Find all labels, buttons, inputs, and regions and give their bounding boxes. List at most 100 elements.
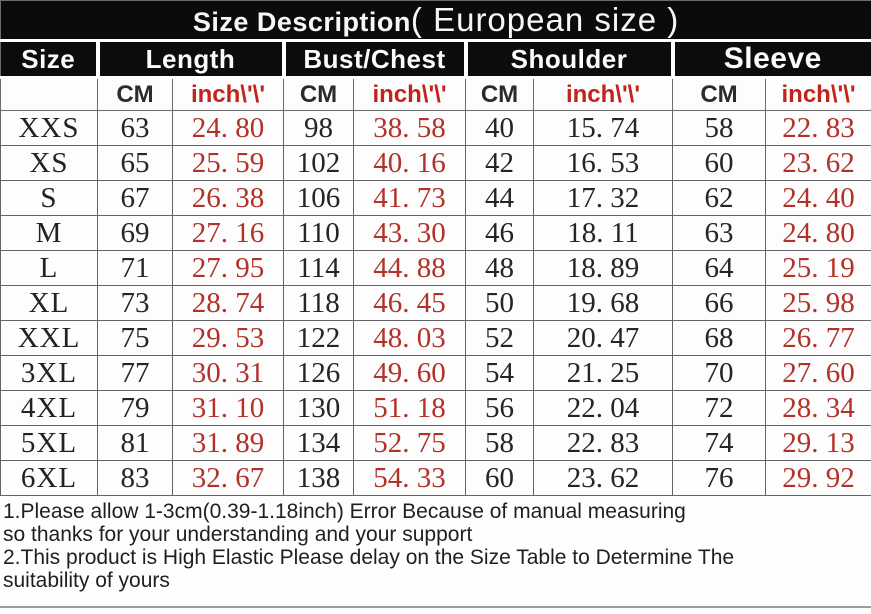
size-row-XS: XS 65 25. 59 102 40. 16 42 16. 53 60 23. 62 bbox=[0, 145, 871, 181]
cell-4XL-bust-in: 51. 18 bbox=[353, 390, 466, 426]
cell-L-bust-cm: 114 bbox=[283, 250, 354, 286]
column-group-header-row: Size Length Bust/Chest Shoulder Sleeve bbox=[0, 40, 871, 79]
cell-XS-bust-in: 40. 16 bbox=[353, 145, 466, 181]
cell-XL-shoulder-in: 19. 68 bbox=[533, 285, 673, 321]
cell-S-sleeve-in: 24. 40 bbox=[764, 180, 871, 216]
cell-4XL-length-in: 31. 10 bbox=[172, 390, 284, 426]
cell-XXL-size: XXL bbox=[0, 320, 98, 356]
cell-XL-bust-in: 46. 45 bbox=[353, 285, 466, 321]
cell-5XL-sleeve-cm: 74 bbox=[672, 425, 766, 461]
cell-S-length-cm: 67 bbox=[97, 180, 173, 216]
cell-M-bust-cm: 110 bbox=[283, 215, 354, 251]
unit-header-row: CM inch\'\' CM inch\'\' CM inch\'\' CM i… bbox=[0, 77, 871, 111]
cell-4XL-sleeve-cm: 72 bbox=[672, 390, 766, 426]
title-main-text: Size Description bbox=[192, 7, 411, 37]
cell-XXS-bust-cm: 98 bbox=[283, 110, 354, 146]
cell-3XL-sleeve-in: 27. 60 bbox=[764, 355, 871, 391]
cell-XXL-length-in: 29. 53 bbox=[172, 320, 284, 356]
cell-6XL-bust-cm: 138 bbox=[283, 460, 354, 496]
cell-XXS-sleeve-cm: 58 bbox=[672, 110, 766, 146]
size-row-S: S 67 26. 38 106 41. 73 44 17. 32 62 24. 40 bbox=[0, 180, 871, 216]
cell-3XL-length-cm: 77 bbox=[97, 355, 173, 391]
cell-XXL-bust-in: 48. 03 bbox=[353, 320, 466, 356]
cell-M-length-cm: 69 bbox=[97, 215, 173, 251]
cell-XS-length-cm: 65 bbox=[97, 145, 173, 181]
cell-XS-size: XS bbox=[0, 145, 98, 181]
col-header-shoulder: Shoulder bbox=[463, 40, 673, 79]
size-rows-body: XXS 63 24. 80 98 38. 58 40 15. 74 58 22. 83 XS 65 2… bbox=[0, 110, 871, 496]
cell-3XL-size: 3XL bbox=[0, 355, 98, 391]
title-row: Size Description( European size ) bbox=[0, 0, 871, 42]
size-row-XXL: XXL 75 29. 53 122 48. 03 52 20. 47 68 26. 77 bbox=[0, 320, 871, 356]
cell-L-bust-in: 44. 88 bbox=[353, 250, 466, 286]
cell-5XL-length-in: 31. 89 bbox=[172, 425, 284, 461]
col-header-length: Length bbox=[95, 40, 284, 79]
size-row-3XL: 3XL 77 30. 31 126 49. 60 54 21. 25 70 27. 60 bbox=[0, 355, 871, 391]
unit-length-inch: inch\'\' bbox=[172, 77, 284, 111]
unit-sleeve-cm: CM bbox=[672, 77, 766, 111]
size-row-L: L 71 27. 95 114 44. 88 48 18. 89 64 25. 19 bbox=[0, 250, 871, 286]
cell-6XL-sleeve-in: 29. 92 bbox=[764, 460, 871, 496]
cell-4XL-shoulder-in: 22. 04 bbox=[533, 390, 673, 426]
cell-6XL-sleeve-cm: 76 bbox=[672, 460, 766, 496]
cell-S-bust-in: 41. 73 bbox=[353, 180, 466, 216]
cell-L-sleeve-in: 25. 19 bbox=[764, 250, 871, 286]
cell-4XL-shoulder-cm: 56 bbox=[465, 390, 534, 426]
note-line-2: so thanks for your understanding and you… bbox=[3, 523, 473, 546]
cell-XL-sleeve-cm: 66 bbox=[672, 285, 766, 321]
size-table: Size Description( European size ) Size L… bbox=[0, 0, 871, 496]
cell-5XL-size: 5XL bbox=[0, 425, 98, 461]
cell-XXL-sleeve-cm: 68 bbox=[672, 320, 766, 356]
cell-M-length-in: 27. 16 bbox=[172, 215, 284, 251]
cell-XXS-shoulder-in: 15. 74 bbox=[533, 110, 673, 146]
cell-4XL-bust-cm: 130 bbox=[283, 390, 354, 426]
unit-length-cm: CM bbox=[97, 77, 173, 111]
unit-bust-inch: inch\'\' bbox=[353, 77, 466, 111]
cell-5XL-shoulder-cm: 58 bbox=[465, 425, 534, 461]
cell-M-shoulder-cm: 46 bbox=[465, 215, 534, 251]
note-line-4: suitability of yours bbox=[3, 569, 170, 592]
cell-3XL-shoulder-in: 21. 25 bbox=[533, 355, 673, 391]
cell-L-size: L bbox=[0, 250, 98, 286]
col-header-sleeve: Sleeve bbox=[670, 40, 871, 79]
cell-XL-length-in: 28. 74 bbox=[172, 285, 284, 321]
cell-XXL-shoulder-cm: 52 bbox=[465, 320, 534, 356]
cell-XL-shoulder-cm: 50 bbox=[465, 285, 534, 321]
cell-3XL-length-in: 30. 31 bbox=[172, 355, 284, 391]
cell-XS-shoulder-in: 16. 53 bbox=[533, 145, 673, 181]
cell-6XL-length-in: 32. 67 bbox=[172, 460, 284, 496]
cell-S-size: S bbox=[0, 180, 98, 216]
unit-bust-cm: CM bbox=[283, 77, 354, 111]
cell-6XL-length-cm: 83 bbox=[97, 460, 173, 496]
cell-6XL-shoulder-cm: 60 bbox=[465, 460, 534, 496]
note-line-1: 1.Please allow 1-3cm(0.39-1.18inch) Erro… bbox=[3, 500, 686, 523]
size-row-5XL: 5XL 81 31. 89 134 52. 75 58 22. 83 74 29. 13 bbox=[0, 425, 871, 461]
note-line-3: 2.This product is High Elastic Please de… bbox=[3, 546, 735, 569]
cell-XS-sleeve-in: 23. 62 bbox=[764, 145, 871, 181]
table-title: Size Description( European size ) bbox=[0, 0, 871, 42]
cell-XL-sleeve-in: 25. 98 bbox=[764, 285, 871, 321]
unit-shoulder-inch: inch\'\' bbox=[533, 77, 673, 111]
cell-XL-length-cm: 73 bbox=[97, 285, 173, 321]
cell-M-shoulder-in: 18. 11 bbox=[533, 215, 673, 251]
cell-S-shoulder-cm: 44 bbox=[465, 180, 534, 216]
cell-6XL-size: 6XL bbox=[0, 460, 98, 496]
cell-XXL-length-cm: 75 bbox=[97, 320, 173, 356]
cell-S-shoulder-in: 17. 32 bbox=[533, 180, 673, 216]
cell-S-length-in: 26. 38 bbox=[172, 180, 284, 216]
cell-XXS-shoulder-cm: 40 bbox=[465, 110, 534, 146]
cell-XXS-length-cm: 63 bbox=[97, 110, 173, 146]
cell-5XL-bust-in: 52. 75 bbox=[353, 425, 466, 461]
cell-L-length-cm: 71 bbox=[97, 250, 173, 286]
cell-M-sleeve-in: 24. 80 bbox=[764, 215, 871, 251]
cell-XXS-size: XXS bbox=[0, 110, 98, 146]
cell-XL-bust-cm: 118 bbox=[283, 285, 354, 321]
cell-M-sleeve-cm: 63 bbox=[672, 215, 766, 251]
cell-M-bust-in: 43. 30 bbox=[353, 215, 466, 251]
size-row-4XL: 4XL 79 31. 10 130 51. 18 56 22. 04 72 28. 34 bbox=[0, 390, 871, 426]
cell-XXS-sleeve-in: 22. 83 bbox=[764, 110, 871, 146]
size-row-XL: XL 73 28. 74 118 46. 45 50 19. 68 66 25. 98 bbox=[0, 285, 871, 321]
cell-L-shoulder-cm: 48 bbox=[465, 250, 534, 286]
cell-L-sleeve-cm: 64 bbox=[672, 250, 766, 286]
cell-XS-length-in: 25. 59 bbox=[172, 145, 284, 181]
